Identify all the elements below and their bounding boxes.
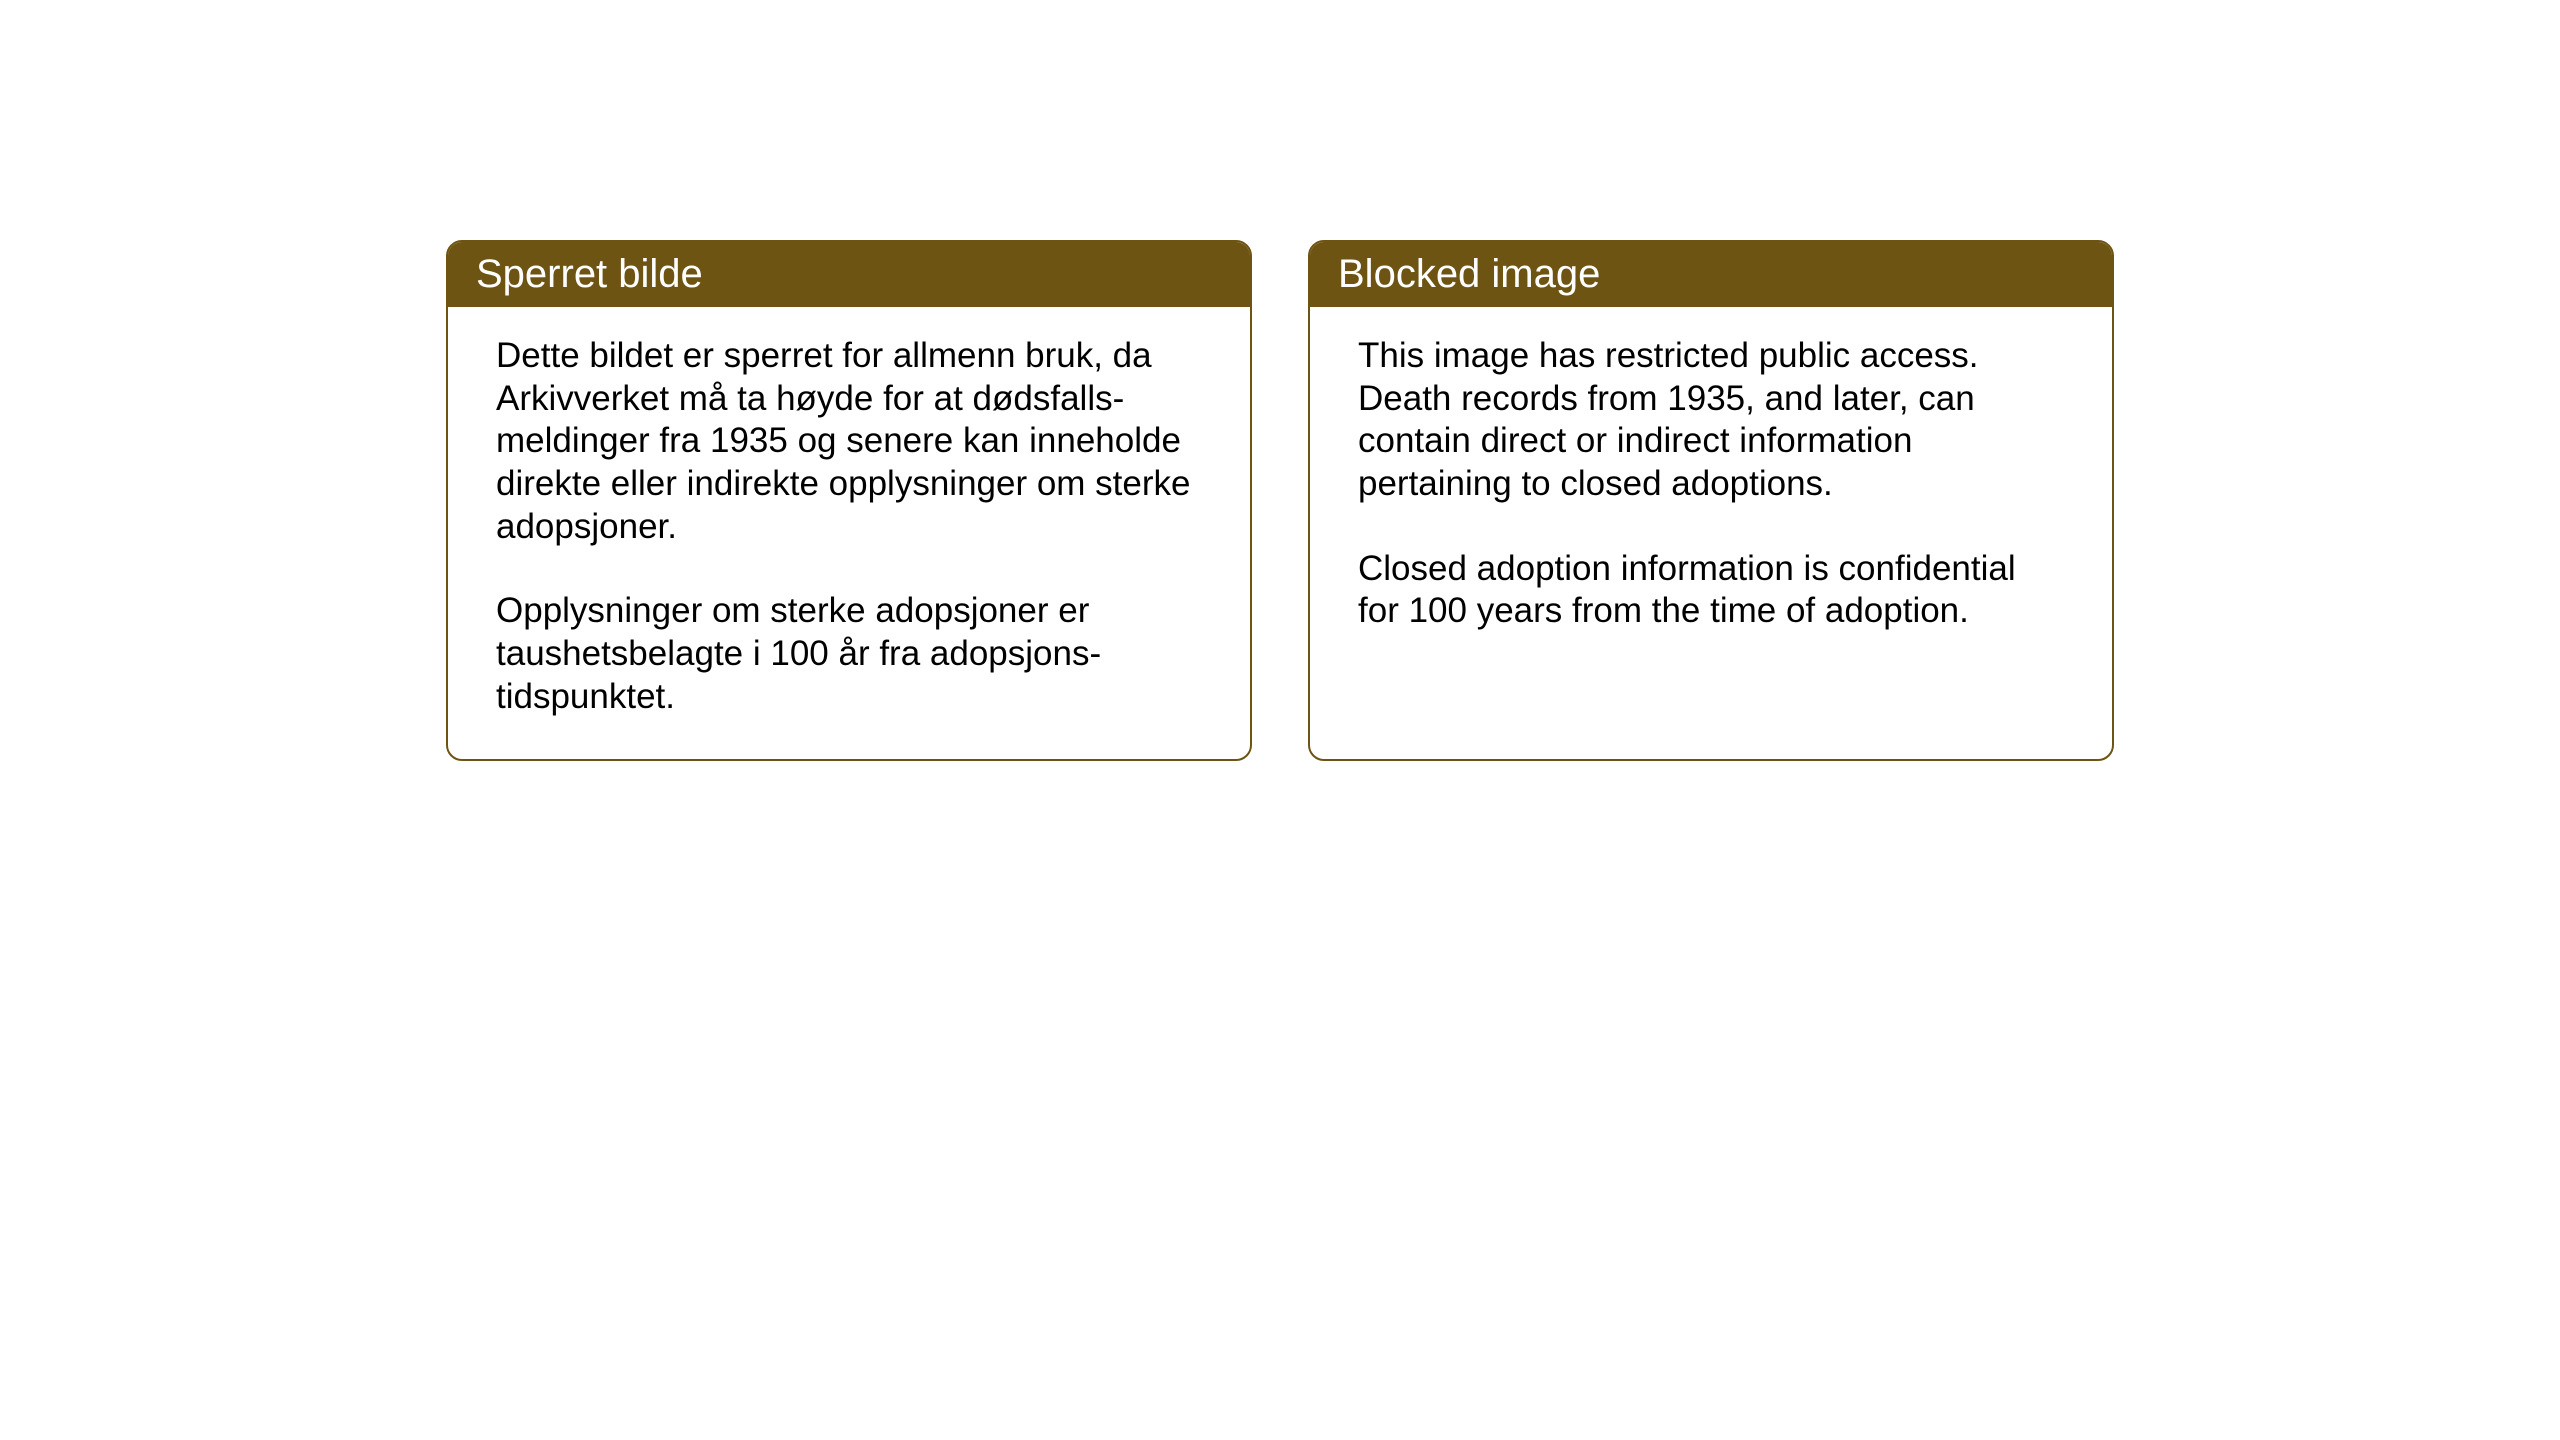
card-title-norwegian: Sperret bilde (476, 252, 703, 296)
card-header-english: Blocked image (1310, 242, 2112, 307)
notice-card-norwegian: Sperret bilde Dette bildet er sperret fo… (446, 240, 1252, 761)
card-body-norwegian: Dette bildet er sperret for allmenn bruk… (448, 307, 1250, 759)
card-paragraph-norwegian-2: Opplysninger om sterke adopsjoner er tau… (496, 590, 1202, 718)
notice-card-english: Blocked image This image has restricted … (1308, 240, 2114, 761)
card-title-english: Blocked image (1338, 252, 1600, 296)
card-paragraph-english-2: Closed adoption information is confident… (1358, 548, 2064, 633)
card-paragraph-english-1: This image has restricted public access.… (1358, 335, 2064, 506)
notice-container: Sperret bilde Dette bildet er sperret fo… (446, 240, 2114, 761)
card-header-norwegian: Sperret bilde (448, 242, 1250, 307)
card-paragraph-norwegian-1: Dette bildet er sperret for allmenn bruk… (496, 335, 1202, 548)
card-body-english: This image has restricted public access.… (1310, 307, 2112, 747)
